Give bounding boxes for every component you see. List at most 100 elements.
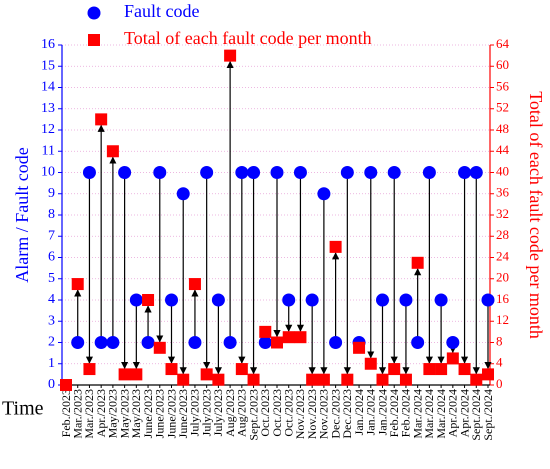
x-tick-label: Jan./2024 [364, 389, 378, 435]
point [435, 363, 448, 376]
x-tick-label: Sept./2024 [469, 389, 483, 441]
point [83, 363, 96, 376]
point [258, 336, 272, 349]
y-tick-label: 5 [48, 271, 55, 286]
point [129, 293, 143, 307]
legend-label: Total of each fault code per month [124, 28, 372, 48]
y-tick-label: 4 [48, 292, 55, 307]
y-tick-label: 11 [42, 143, 55, 158]
x-tick-label: Sept./2024 [481, 389, 495, 441]
x-tick-label: Mar./2024 [422, 389, 436, 439]
point [130, 368, 143, 381]
point [82, 166, 96, 179]
point [340, 166, 354, 179]
point [376, 373, 389, 386]
y2-tick-label: 4 [496, 355, 503, 370]
point [95, 113, 108, 126]
y-axis-title: Alarm / Fault code [12, 147, 32, 282]
y2-tick-label: 52 [496, 100, 509, 115]
point [259, 325, 272, 338]
x-tick-label: Jan./2024 [352, 389, 366, 435]
point [188, 278, 201, 291]
y-tick-label: 9 [48, 186, 55, 201]
y-tick-label: 16 [41, 37, 55, 52]
point [423, 363, 436, 376]
point [141, 336, 155, 349]
y2-tick-label: 16 [496, 291, 510, 306]
y-tick-label: 10 [41, 165, 55, 180]
y2-tick-label: 36 [496, 185, 510, 200]
point [71, 336, 85, 349]
y-tick-label: 8 [48, 207, 55, 222]
point [317, 187, 331, 201]
point [364, 166, 378, 179]
point [399, 293, 413, 307]
x-tick-label: Oct./2023 [270, 389, 284, 437]
point [481, 293, 495, 307]
y-tick-label: 15 [41, 58, 55, 73]
point [387, 166, 401, 179]
y-tick-label: 2 [48, 335, 55, 350]
x-tick-label: Dec./2023 [328, 389, 342, 439]
y-tick-label: 7 [48, 228, 55, 243]
x-tick-label: May/2023 [106, 389, 120, 438]
x-tick-label: Apr./2024 [457, 389, 471, 437]
point [364, 357, 377, 370]
point [106, 336, 120, 349]
legend-label: Fault code [124, 1, 199, 21]
point [88, 34, 100, 46]
y2-tick-label: 64 [496, 36, 510, 51]
y2-tick-label: 20 [496, 270, 509, 285]
point [434, 293, 448, 307]
point [470, 373, 483, 386]
y2-tick-label: 48 [496, 121, 509, 136]
point [247, 166, 261, 179]
x-tick-label: Jan./2024 [375, 389, 389, 435]
point [482, 368, 494, 381]
y2-tick-label: 56 [496, 78, 510, 93]
point [165, 363, 178, 376]
x-axis-title: Time [2, 398, 44, 420]
point [176, 187, 190, 201]
point [188, 336, 202, 349]
y-tick-label: 14 [41, 80, 55, 95]
point [142, 294, 155, 306]
point [329, 336, 343, 349]
point [411, 256, 424, 269]
x-tick-label: June/2023 [176, 389, 190, 438]
x-tick-label: Sept./2023 [246, 389, 260, 441]
y2-tick-label: 24 [496, 248, 510, 263]
point [87, 6, 101, 20]
x-tick-label: Aug/2023 [223, 389, 237, 437]
point [223, 336, 237, 349]
y-tick-label: 1 [48, 356, 55, 371]
x-tick-label: Dec./2023 [340, 389, 354, 439]
point [224, 49, 237, 62]
x-tick-label: Feb./2023 [59, 389, 73, 437]
y2-tick-label: 8 [496, 333, 503, 348]
point [422, 166, 436, 179]
x-tick-label: Aug/2023 [235, 389, 249, 437]
point [388, 363, 401, 376]
point [317, 373, 330, 386]
y2-tick-label: 12 [496, 312, 509, 327]
point [71, 278, 84, 291]
point [247, 373, 260, 386]
point [153, 341, 166, 354]
y2-tick-label: 60 [496, 57, 509, 72]
point [294, 331, 307, 344]
point [94, 336, 108, 349]
point [177, 373, 190, 386]
point [200, 166, 214, 179]
x-tick-label: Mar./2024 [434, 389, 448, 439]
point [271, 336, 283, 349]
x-tick-label: Apr./2023 [94, 389, 108, 437]
y2-tick-label: 32 [496, 206, 509, 221]
x-tick-label: Nov./2023 [305, 389, 319, 439]
point [458, 166, 472, 179]
y2-tick-label: 40 [496, 163, 509, 178]
point [118, 166, 132, 179]
x-tick-label: July/2023 [199, 389, 213, 436]
x-tick-label: Nov./2023 [317, 389, 331, 439]
